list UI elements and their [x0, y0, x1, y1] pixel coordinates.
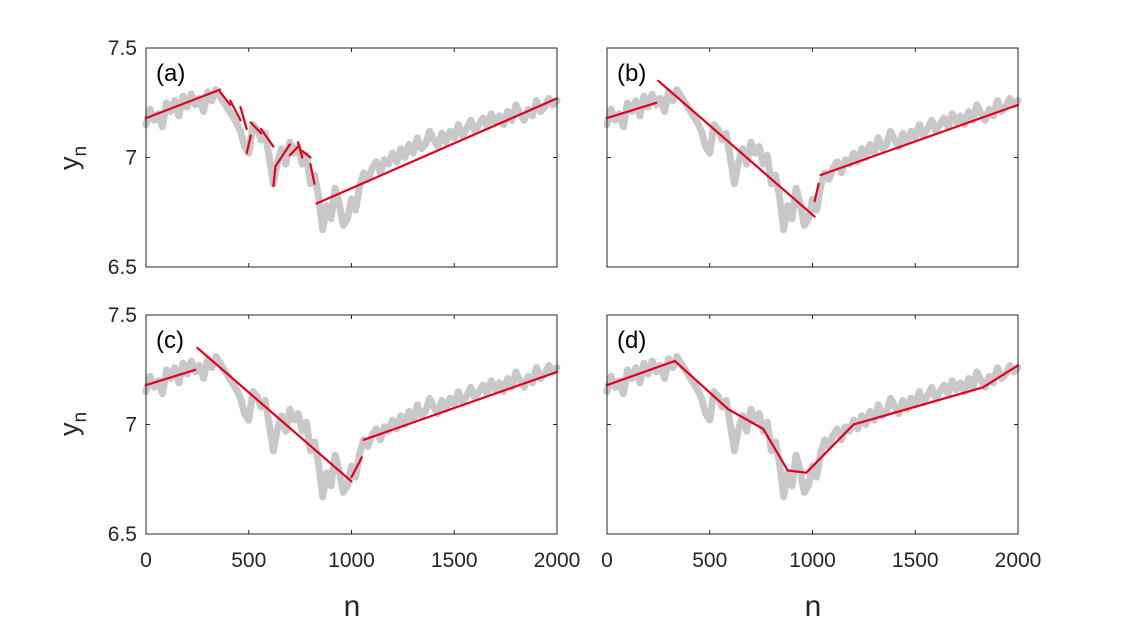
axes-frame	[145, 47, 558, 268]
y-axis-label-top-base: y	[54, 156, 84, 170]
panels-root: 6.577.5(a) (b)0 500 1000 1500 20006.577.5(c)0…	[108, 37, 1042, 572]
fit-segment	[260, 127, 275, 148]
y-tick-label: 7	[125, 414, 137, 437]
raw-series-line	[142, 86, 561, 234]
raw-series-line	[142, 353, 561, 501]
fit-segment	[309, 163, 316, 185]
panel-b: (b)	[603, 47, 1022, 268]
axes-frame	[606, 47, 1019, 268]
fit-segment	[196, 346, 353, 483]
axes-frame	[145, 314, 558, 535]
fit-segment	[657, 79, 816, 218]
fit-segment	[350, 456, 363, 479]
fit-segment	[813, 182, 820, 203]
y-tick-label: 7.5	[108, 304, 137, 327]
fit-segment	[239, 105, 248, 131]
axes-frame	[606, 314, 1019, 535]
fit-segment	[229, 99, 242, 122]
y-tick-label: 7	[125, 147, 137, 170]
fit-segment	[288, 145, 300, 157]
panel-a: 6.5 7 7.5 (a)	[108, 37, 561, 279]
fit-segment	[272, 165, 277, 188]
panel-c: 0 500 1000 1500 2000 6.5 7 7.5 (c)	[108, 304, 581, 572]
fit-segment	[144, 88, 222, 120]
raw-series-line	[603, 86, 1022, 234]
x-tick-label: 0	[140, 549, 152, 572]
x-axis-label-left: n	[344, 590, 361, 623]
fit-segment	[274, 143, 291, 168]
fit-segment	[362, 370, 559, 441]
y-axis-label-top: yn	[54, 146, 91, 170]
fit-segment	[144, 368, 197, 387]
x-tick-label: 1000	[328, 549, 375, 572]
y-axis-label-bottom-base: y	[54, 422, 84, 436]
fit-segment	[605, 359, 1020, 474]
fit-segment	[605, 101, 658, 120]
panel-d: 0 500 1000 1500 2000 (d)	[601, 314, 1042, 572]
x-tick-label: 500	[231, 549, 266, 572]
panel-label: (d)	[617, 327, 646, 354]
fit-segment	[819, 103, 1020, 177]
fit-segment	[245, 134, 252, 155]
x-tick-label: 2000	[534, 549, 581, 572]
y-tick-label: 7.5	[108, 37, 137, 60]
x-tick-label: 0	[601, 549, 613, 572]
fit-segment	[218, 90, 232, 107]
fit-segment	[249, 121, 263, 135]
fit-segment	[315, 97, 559, 205]
fit-segment	[297, 141, 304, 159]
panel-label: (a)	[156, 60, 185, 87]
panel-label: (c)	[156, 327, 184, 354]
y-tick-label: 6.5	[108, 523, 137, 546]
y-axis-label-top-sub: n	[70, 146, 91, 157]
raw-series-line	[603, 353, 1022, 501]
y-axis-label-bottom: yn	[54, 412, 91, 436]
x-tick-label: 1500	[892, 549, 939, 572]
panel-label: (b)	[617, 60, 646, 87]
x-tick-label: 2000	[995, 549, 1042, 572]
y-tick-label: 6.5	[108, 256, 137, 279]
x-tick-label: 1500	[431, 549, 478, 572]
x-tick-label: 1000	[789, 549, 836, 572]
x-axis-label-right: n	[805, 590, 822, 623]
x-tick-label: 500	[692, 549, 727, 572]
y-axis-label-bottom-sub: n	[70, 412, 91, 423]
fit-segment	[301, 149, 312, 159]
